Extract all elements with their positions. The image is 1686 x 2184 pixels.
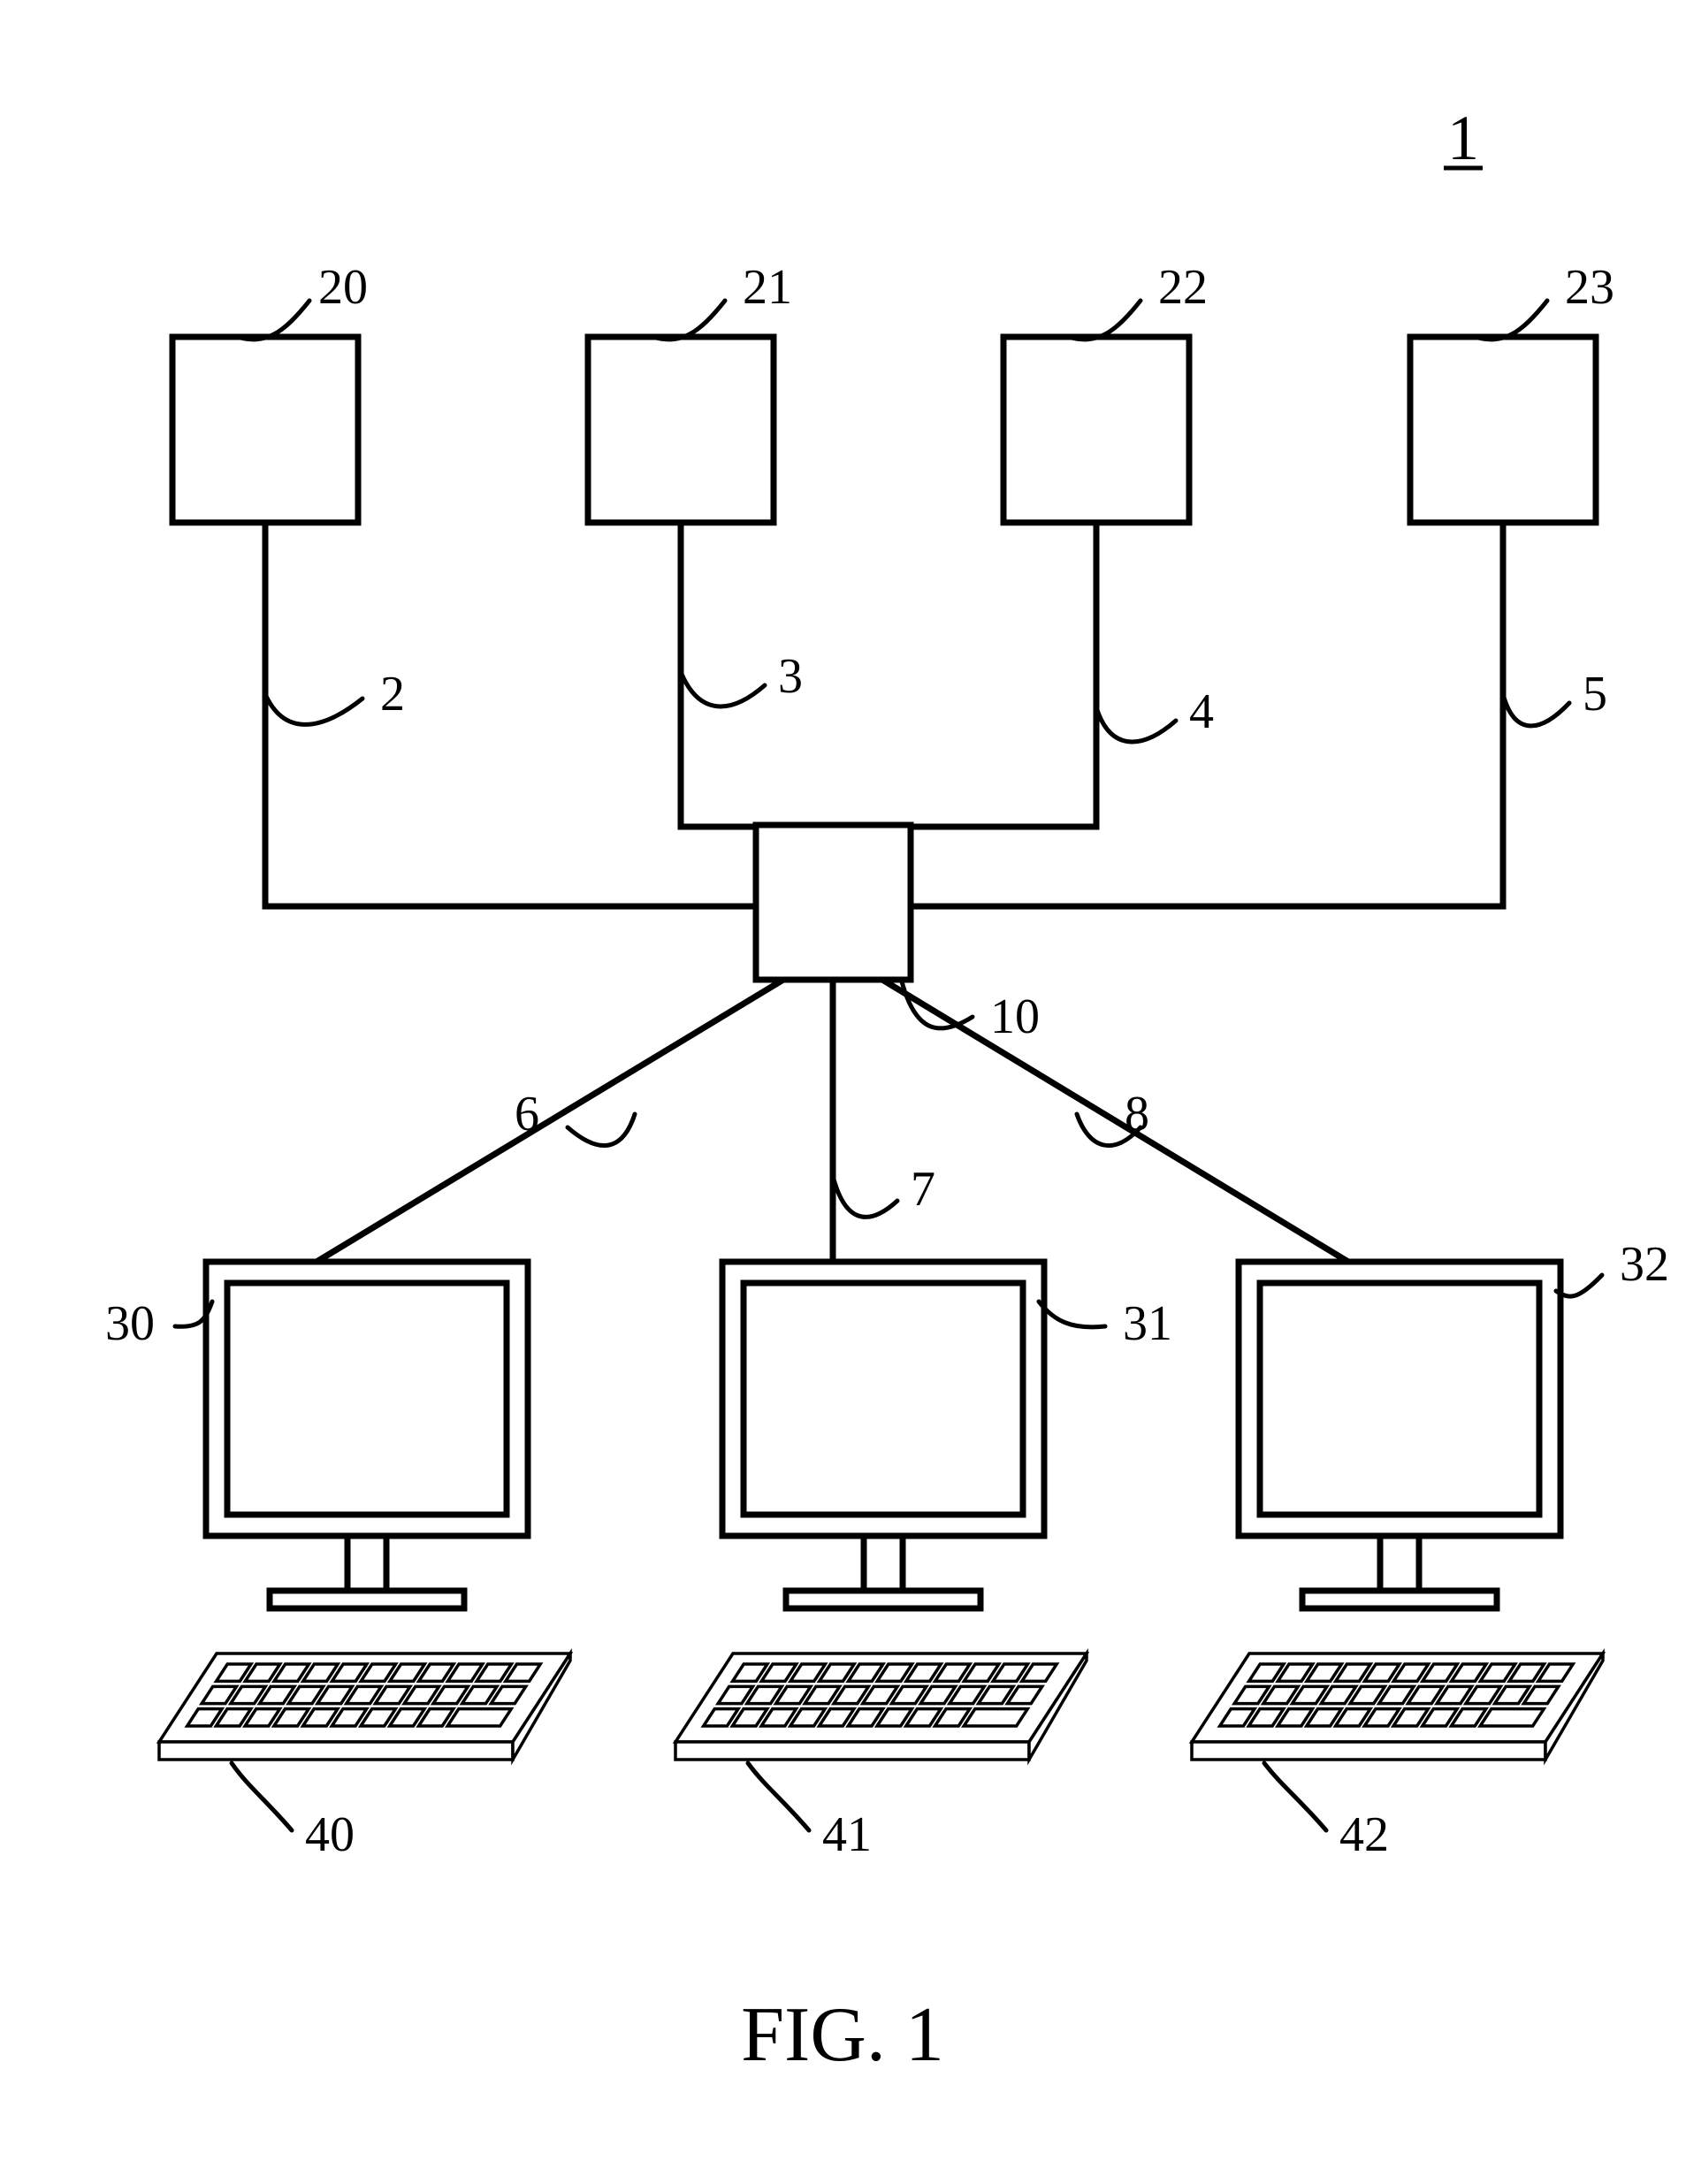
wire-c8 xyxy=(882,980,1348,1262)
label-2: 2 xyxy=(380,667,405,722)
label-3: 3 xyxy=(778,649,803,704)
wire-p3 xyxy=(681,523,756,827)
label-8: 8 xyxy=(1125,1087,1149,1142)
leader-5 xyxy=(1503,694,1569,726)
label-30: 30 xyxy=(105,1296,155,1351)
label-42: 42 xyxy=(1339,1807,1389,1862)
leader-41 xyxy=(748,1763,809,1830)
leader-23 xyxy=(1475,301,1547,340)
label-20: 20 xyxy=(318,260,368,315)
label-40: 40 xyxy=(305,1807,355,1862)
top-box-b20 xyxy=(172,337,358,523)
figure-number: 1 xyxy=(1447,103,1479,173)
label-7: 7 xyxy=(911,1162,935,1217)
leader-4 xyxy=(1096,707,1176,742)
label-41: 41 xyxy=(822,1807,872,1862)
leader-21 xyxy=(652,301,725,340)
hub-box xyxy=(756,825,911,980)
keyboard-k41 xyxy=(675,1653,1087,1760)
leader-40 xyxy=(232,1763,292,1830)
leader-6 xyxy=(568,1114,635,1146)
keyboard-k42 xyxy=(1192,1653,1603,1760)
leader-42 xyxy=(1264,1763,1326,1830)
leader-10 xyxy=(902,981,973,1028)
label-32: 32 xyxy=(1620,1237,1669,1292)
leader-20 xyxy=(237,301,309,340)
leader-31 xyxy=(1039,1302,1105,1327)
label-6: 6 xyxy=(515,1087,539,1142)
leader-22 xyxy=(1068,301,1141,340)
label-22: 22 xyxy=(1158,260,1208,315)
monitor-m30 xyxy=(206,1262,528,1608)
keyboard-k40 xyxy=(159,1653,570,1760)
leader-2 xyxy=(265,694,362,724)
monitor-m32 xyxy=(1239,1262,1560,1608)
label-31: 31 xyxy=(1123,1296,1172,1351)
leader-3 xyxy=(681,672,765,706)
figure-caption: FIG. 1 xyxy=(741,1992,944,2078)
label-10: 10 xyxy=(990,989,1040,1044)
wire-c6 xyxy=(317,980,783,1262)
top-box-b23 xyxy=(1410,337,1596,523)
label-4: 4 xyxy=(1189,684,1214,739)
label-5: 5 xyxy=(1583,667,1607,722)
label-21: 21 xyxy=(743,260,792,315)
leader-7 xyxy=(833,1176,897,1217)
wire-p4 xyxy=(911,523,1096,827)
top-box-b22 xyxy=(1003,337,1189,523)
top-box-b21 xyxy=(588,337,774,523)
label-23: 23 xyxy=(1565,260,1614,315)
monitor-m31 xyxy=(722,1262,1044,1608)
